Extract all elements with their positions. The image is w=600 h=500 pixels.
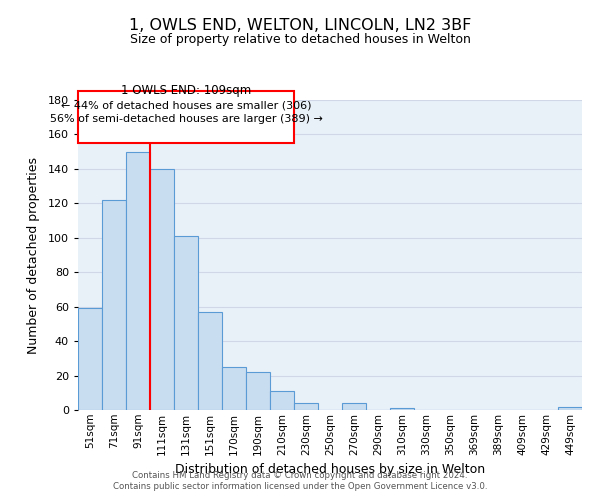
Text: 1, OWLS END, WELTON, LINCOLN, LN2 3BF: 1, OWLS END, WELTON, LINCOLN, LN2 3BF [129,18,471,32]
Bar [294,403,318,410]
Text: ← 44% of detached houses are smaller (306): ← 44% of detached houses are smaller (30… [61,100,311,110]
Bar [126,152,150,410]
Bar [246,372,270,410]
Bar [342,403,366,410]
Bar [558,406,582,410]
Bar [78,92,294,143]
Bar [78,308,102,410]
X-axis label: Distribution of detached houses by size in Welton: Distribution of detached houses by size … [175,463,485,476]
Text: Size of property relative to detached houses in Welton: Size of property relative to detached ho… [130,32,470,46]
Bar [102,200,126,410]
Text: Contains public sector information licensed under the Open Government Licence v3: Contains public sector information licen… [113,482,487,491]
Text: 1 OWLS END: 109sqm: 1 OWLS END: 109sqm [121,84,251,96]
Bar [270,391,294,410]
Bar [174,236,198,410]
Text: 56% of semi-detached houses are larger (389) →: 56% of semi-detached houses are larger (… [50,114,322,124]
Y-axis label: Number of detached properties: Number of detached properties [26,156,40,354]
Text: Contains HM Land Registry data © Crown copyright and database right 2024.: Contains HM Land Registry data © Crown c… [132,470,468,480]
Bar [390,408,414,410]
Bar [150,169,174,410]
Bar [198,312,222,410]
Bar [222,367,246,410]
